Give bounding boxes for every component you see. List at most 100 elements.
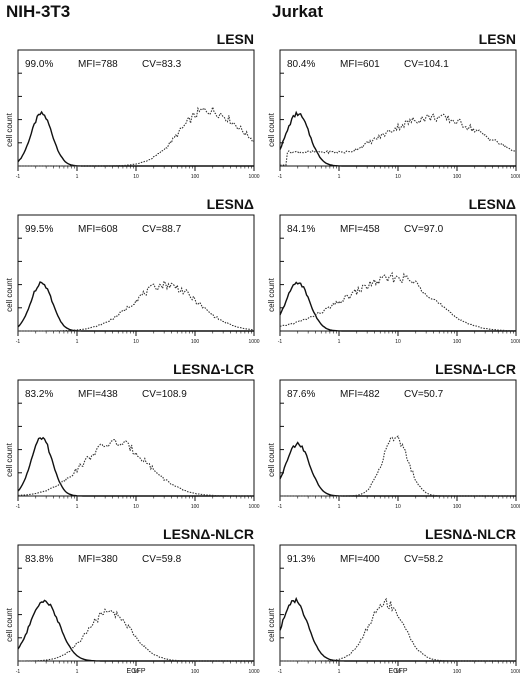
- xtick-label-jurkat-3-4: 1000: [510, 504, 520, 510]
- xtick-label-jurkat-3-0: -1: [278, 504, 283, 510]
- xtick-label-nih3t3-3-2: 10: [133, 504, 139, 510]
- stat-percent-nih3t3-2: 99.5%: [25, 224, 53, 235]
- column-title-nih3t3: NIH-3T3: [6, 2, 71, 21]
- panel-title-nih3t3-2: LESNΔ: [207, 196, 254, 212]
- xtick-label-nih3t3-4-4: 1000: [248, 669, 259, 675]
- histogram-dotted-nih3t3-4: [18, 608, 254, 662]
- histogram-solid-nih3t3-4: [17, 599, 254, 662]
- xtick-label-nih3t3-4-1: 1: [76, 669, 79, 675]
- xtick-label-nih3t3-1-4: 1000: [248, 174, 259, 180]
- ylabel-nih3t3-3: cell count: [5, 442, 14, 477]
- panel-title-jurkat-1: LESN: [479, 31, 516, 47]
- xtick-label-jurkat-2-2: 10: [395, 339, 401, 345]
- xtick-label-nih3t3-2-0: -1: [16, 339, 21, 345]
- xtick-label-jurkat-3-1: 1: [338, 504, 341, 510]
- stat-cv-jurkat-3: CV=50.7: [404, 389, 444, 400]
- stat-mfi-jurkat-4: MFI=400: [340, 554, 380, 565]
- stat-cv-nih3t3-1: CV=83.3: [142, 59, 182, 70]
- stat-percent-nih3t3-1: 99.0%: [25, 59, 53, 70]
- histogram-dotted-jurkat-4: [280, 597, 516, 662]
- ylabel-nih3t3-1: cell count: [5, 112, 14, 147]
- panel-frame-nih3t3-4: [17, 544, 255, 662]
- ylabel-jurkat-3: cell count: [267, 442, 276, 477]
- xtick-label-nih3t3-3-4: 1000: [248, 504, 259, 510]
- histogram-dotted-nih3t3-3: [17, 439, 254, 497]
- stat-mfi-nih3t3-4: MFI=380: [78, 554, 118, 565]
- xtick-label-nih3t3-3-3: 100: [191, 504, 200, 510]
- xtick-label-nih3t3-2-2: 10: [133, 339, 139, 345]
- xtick-label-nih3t3-2-3: 100: [191, 339, 200, 345]
- stat-percent-jurkat-3: 87.6%: [287, 389, 315, 400]
- xtick-label-jurkat-3-3: 100: [453, 504, 462, 510]
- ylabel-nih3t3-4: cell count: [5, 607, 14, 642]
- stat-cv-nih3t3-4: CV=59.8: [142, 554, 182, 565]
- xtick-label-nih3t3-1-3: 100: [191, 174, 200, 180]
- stat-cv-nih3t3-2: CV=88.7: [142, 224, 182, 235]
- xtick-label-jurkat-2-3: 100: [453, 339, 462, 345]
- stat-mfi-nih3t3-3: MFI=438: [78, 389, 118, 400]
- ylabel-jurkat-4: cell count: [267, 607, 276, 642]
- histogram-solid-jurkat-4: [279, 596, 516, 662]
- stat-mfi-nih3t3-2: MFI=608: [78, 224, 118, 235]
- panel-title-jurkat-2: LESNΔ: [469, 196, 516, 212]
- histogram-solid-nih3t3-1: [17, 110, 254, 167]
- xtick-label-nih3t3-3-0: -1: [16, 504, 21, 510]
- xtick-label-jurkat-2-1: 1: [338, 339, 341, 345]
- xtick-label-jurkat-3-2: 10: [395, 504, 401, 510]
- panel-title-nih3t3-3: LESNΔ-LCR: [173, 361, 254, 377]
- xtick-label-nih3t3-4-3: 100: [191, 669, 200, 675]
- xtick-label-nih3t3-1-1: 1: [76, 174, 79, 180]
- xtick-label-jurkat-1-4: 1000: [510, 174, 520, 180]
- panel-frame-nih3t3-1: [17, 49, 255, 167]
- xtick-label-jurkat-2-0: -1: [278, 339, 283, 345]
- xtick-label-nih3t3-4-2: 10: [133, 669, 139, 675]
- panel-title-jurkat-4: LESNΔ-NLCR: [425, 526, 516, 542]
- ylabel-nih3t3-2: cell count: [5, 277, 14, 312]
- stat-cv-jurkat-2: CV=97.0: [404, 224, 444, 235]
- xtick-label-jurkat-1-3: 100: [453, 174, 462, 180]
- histogram-dotted-jurkat-1: [279, 113, 517, 166]
- xtick-label-nih3t3-1-2: 10: [133, 174, 139, 180]
- stat-percent-jurkat-1: 80.4%: [287, 59, 315, 70]
- stat-percent-nih3t3-4: 83.8%: [25, 554, 53, 565]
- stat-percent-jurkat-4: 91.3%: [287, 554, 315, 565]
- xtick-label-jurkat-4-1: 1: [338, 669, 341, 675]
- panel-title-nih3t3-4: LESNΔ-NLCR: [163, 526, 254, 542]
- stat-cv-jurkat-1: CV=104.1: [404, 59, 449, 70]
- column-title-jurkat: Jurkat: [272, 2, 324, 21]
- xtick-label-jurkat-2-4: 1000: [510, 339, 520, 345]
- stat-mfi-jurkat-1: MFI=601: [340, 59, 380, 70]
- stat-cv-nih3t3-3: CV=108.9: [142, 389, 187, 400]
- xtick-label-nih3t3-4-0: -1: [16, 669, 21, 675]
- xtick-label-nih3t3-1-0: -1: [16, 174, 21, 180]
- histogram-solid-jurkat-3: [279, 441, 516, 497]
- histogram-dotted-jurkat-2: [279, 271, 517, 332]
- stat-percent-jurkat-2: 84.1%: [287, 224, 315, 235]
- histogram-solid-jurkat-2: [279, 281, 516, 332]
- panel-title-nih3t3-1: LESN: [217, 31, 254, 47]
- xtick-label-nih3t3-2-4: 1000: [248, 339, 259, 345]
- histogram-solid-jurkat-1: [279, 110, 516, 167]
- xtick-label-jurkat-1-0: -1: [278, 174, 283, 180]
- panel-frame-nih3t3-2: [17, 214, 255, 332]
- xtick-label-nih3t3-3-1: 1: [76, 504, 79, 510]
- xtick-label-nih3t3-2-1: 1: [76, 339, 79, 345]
- xlabel-jurkat-4: EGFP: [388, 668, 407, 675]
- stat-percent-nih3t3-3: 83.2%: [25, 389, 53, 400]
- ylabel-jurkat-2: cell count: [267, 277, 276, 312]
- xtick-label-jurkat-4-4: 1000: [510, 669, 520, 675]
- xtick-label-jurkat-4-3: 100: [453, 669, 462, 675]
- histogram-solid-nih3t3-2: [17, 281, 254, 332]
- panel-frame-nih3t3-3: [17, 379, 255, 497]
- xtick-label-jurkat-4-0: -1: [278, 669, 283, 675]
- xtick-label-jurkat-4-2: 10: [395, 669, 401, 675]
- xlabel-nih3t3-4: EGFP: [126, 668, 145, 675]
- xtick-label-jurkat-1-2: 10: [395, 174, 401, 180]
- stat-mfi-jurkat-3: MFI=482: [340, 389, 380, 400]
- ylabel-jurkat-1: cell count: [267, 112, 276, 147]
- xtick-label-jurkat-1-1: 1: [338, 174, 341, 180]
- stat-cv-jurkat-4: CV=58.2: [404, 554, 444, 565]
- histogram-dotted-nih3t3-1: [18, 105, 255, 167]
- panel-title-jurkat-3: LESNΔ-LCR: [435, 361, 516, 377]
